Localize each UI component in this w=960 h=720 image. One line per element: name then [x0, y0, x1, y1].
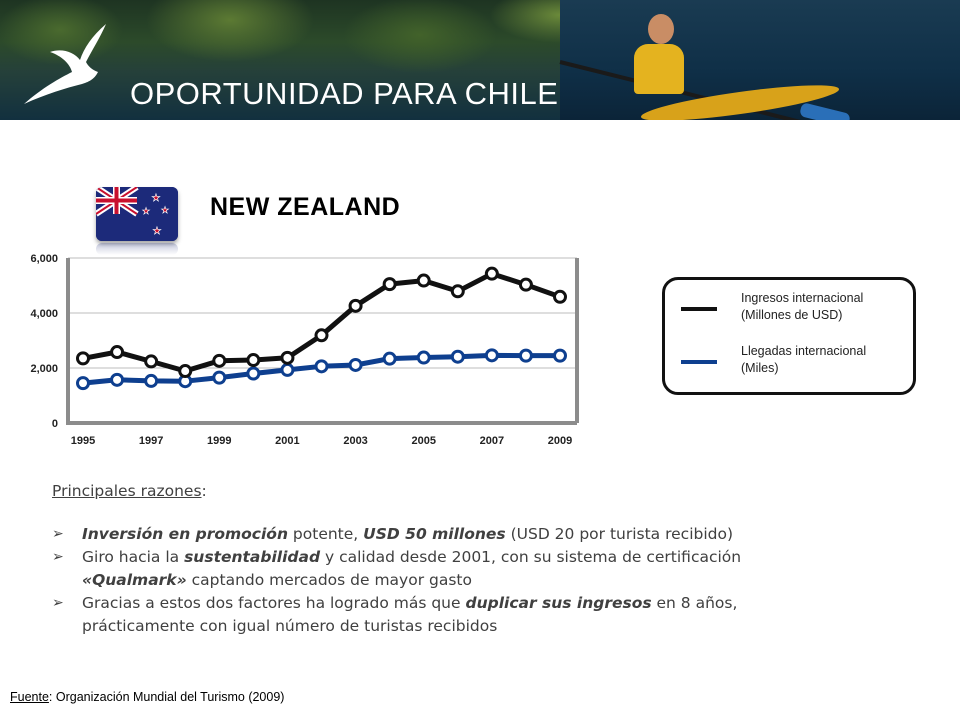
legend-label: Llegadas internacional (Miles) [741, 344, 867, 375]
data-point-llegadas [348, 357, 363, 372]
data-point-llegadas [212, 370, 227, 385]
data-point-llegadas [76, 376, 90, 391]
y-tick-label: 0 [52, 418, 58, 430]
data-point-llegadas [110, 372, 125, 387]
x-tick-label: 1999 [207, 435, 231, 447]
reason-bullet: ➢ Inversión en promoción potente, USD 50 … [52, 523, 812, 546]
body-text: potente, [288, 525, 364, 543]
data-point-ingresos [178, 364, 193, 379]
x-tick-label: 2003 [343, 435, 367, 447]
data-point-llegadas [518, 348, 533, 363]
flag-reflection [96, 243, 178, 255]
x-tick-label: 2007 [480, 435, 504, 447]
data-point-llegadas [246, 366, 261, 381]
emphasis-text: Inversión en promoción [82, 525, 288, 543]
svg-text:★: ★ [152, 193, 161, 204]
data-point-ingresos [246, 353, 261, 368]
data-point-ingresos [144, 354, 159, 369]
data-point-ingresos [110, 345, 125, 360]
kayaker-image [628, 14, 688, 96]
bird-logo-icon [24, 24, 106, 104]
reasons-heading: Principales razones: [52, 482, 812, 500]
legend-swatch [681, 307, 717, 311]
svg-text:★: ★ [161, 205, 169, 215]
data-point-llegadas [382, 351, 397, 366]
data-point-llegadas [314, 359, 329, 374]
line-chart: 0 2,000 4,000 6,000 1995 1997 1999 2001 2003 2005… [30, 253, 579, 447]
forest-photo [0, 0, 620, 120]
data-point-ingresos [314, 328, 329, 343]
data-point-llegadas [450, 349, 465, 364]
y-tick-label: 4,000 [30, 308, 58, 320]
data-point-ingresos [416, 273, 431, 288]
reasons-title: Principales razones [52, 482, 202, 500]
emphasis-text: «Qualmark» [82, 571, 187, 589]
reasons-section: Principales razones: ➢ Inversión en promo… [52, 482, 812, 638]
emphasis-text: USD 50 millones [363, 525, 506, 543]
legend-swatch [681, 360, 717, 364]
y-tick-label: 2,000 [30, 363, 58, 375]
data-point-ingresos [280, 350, 295, 365]
data-point-ingresos [348, 298, 363, 313]
data-point-ingresos [76, 351, 90, 366]
svg-text:★: ★ [153, 226, 162, 237]
source-label: Fuente [10, 690, 49, 704]
x-tick-label: 1997 [139, 435, 163, 447]
svg-text:★: ★ [142, 206, 150, 216]
source-text: : Organización Mundial del Turismo (2009… [48, 690, 285, 704]
source-note: Fuente: Organización Mundial del Turismo… [10, 690, 284, 704]
reasons-list: ➢ Inversión en promoción potente, USD 50 … [52, 523, 812, 638]
data-point-ingresos [484, 266, 499, 281]
body-text: (USD 20 por turista recibido) [505, 525, 734, 543]
data-point-llegadas [484, 348, 499, 363]
y-tick-label: 6,000 [30, 253, 58, 265]
body-text: Gracias a estos dos factores ha logrado … [82, 594, 466, 612]
data-point-llegadas [553, 348, 567, 363]
data-point-llegadas [280, 362, 295, 377]
reason-bullet: ➢ Gracias a estos dos factores ha logrado… [52, 592, 812, 638]
body-text: y calidad desde 2001, con su sistema de … [320, 548, 742, 566]
data-point-ingresos [212, 353, 227, 368]
legend-label: Ingresos internacional (Millones de USD) [741, 291, 864, 322]
x-tick-label: 2005 [411, 435, 435, 447]
chart-legend: Ingresos internacional (Millones de USD)… [662, 277, 916, 395]
body-text: Giro hacia la [82, 548, 185, 566]
data-point-llegadas [416, 350, 431, 365]
x-tick-label: 1995 [71, 435, 95, 447]
reasons-title-colon: : [201, 482, 207, 500]
body-text: captando mercados de mayor gasto [186, 571, 472, 589]
data-point-ingresos [450, 284, 465, 299]
data-point-ingresos [553, 289, 567, 304]
data-point-llegadas [144, 373, 159, 388]
reason-bullet: ➢ Giro hacia la sustentabilidad y calidad… [52, 546, 812, 592]
new-zealand-flag-icon: ★ ★ ★ ★ [96, 187, 178, 241]
page-title: OPORTUNIDAD PARA CHILE [130, 76, 559, 111]
header-banner: OPORTUNIDAD PARA CHILE [0, 0, 960, 120]
x-tick-label: 2009 [548, 435, 572, 447]
data-point-ingresos [518, 277, 533, 292]
country-heading: NEW ZEALAND [210, 193, 401, 221]
emphasis-text: duplicar sus ingresos [465, 594, 652, 612]
x-tick-label: 2001 [275, 435, 299, 447]
body-text: en 8 años, prácticamente con igual númer… [82, 594, 738, 635]
arrow-bullet-icon: ➢ [52, 595, 64, 611]
data-point-ingresos [382, 277, 397, 292]
arrow-bullet-icon: ➢ [52, 549, 64, 565]
arrow-bullet-icon: ➢ [52, 526, 64, 542]
emphasis-text: sustentabilidad [184, 548, 321, 566]
